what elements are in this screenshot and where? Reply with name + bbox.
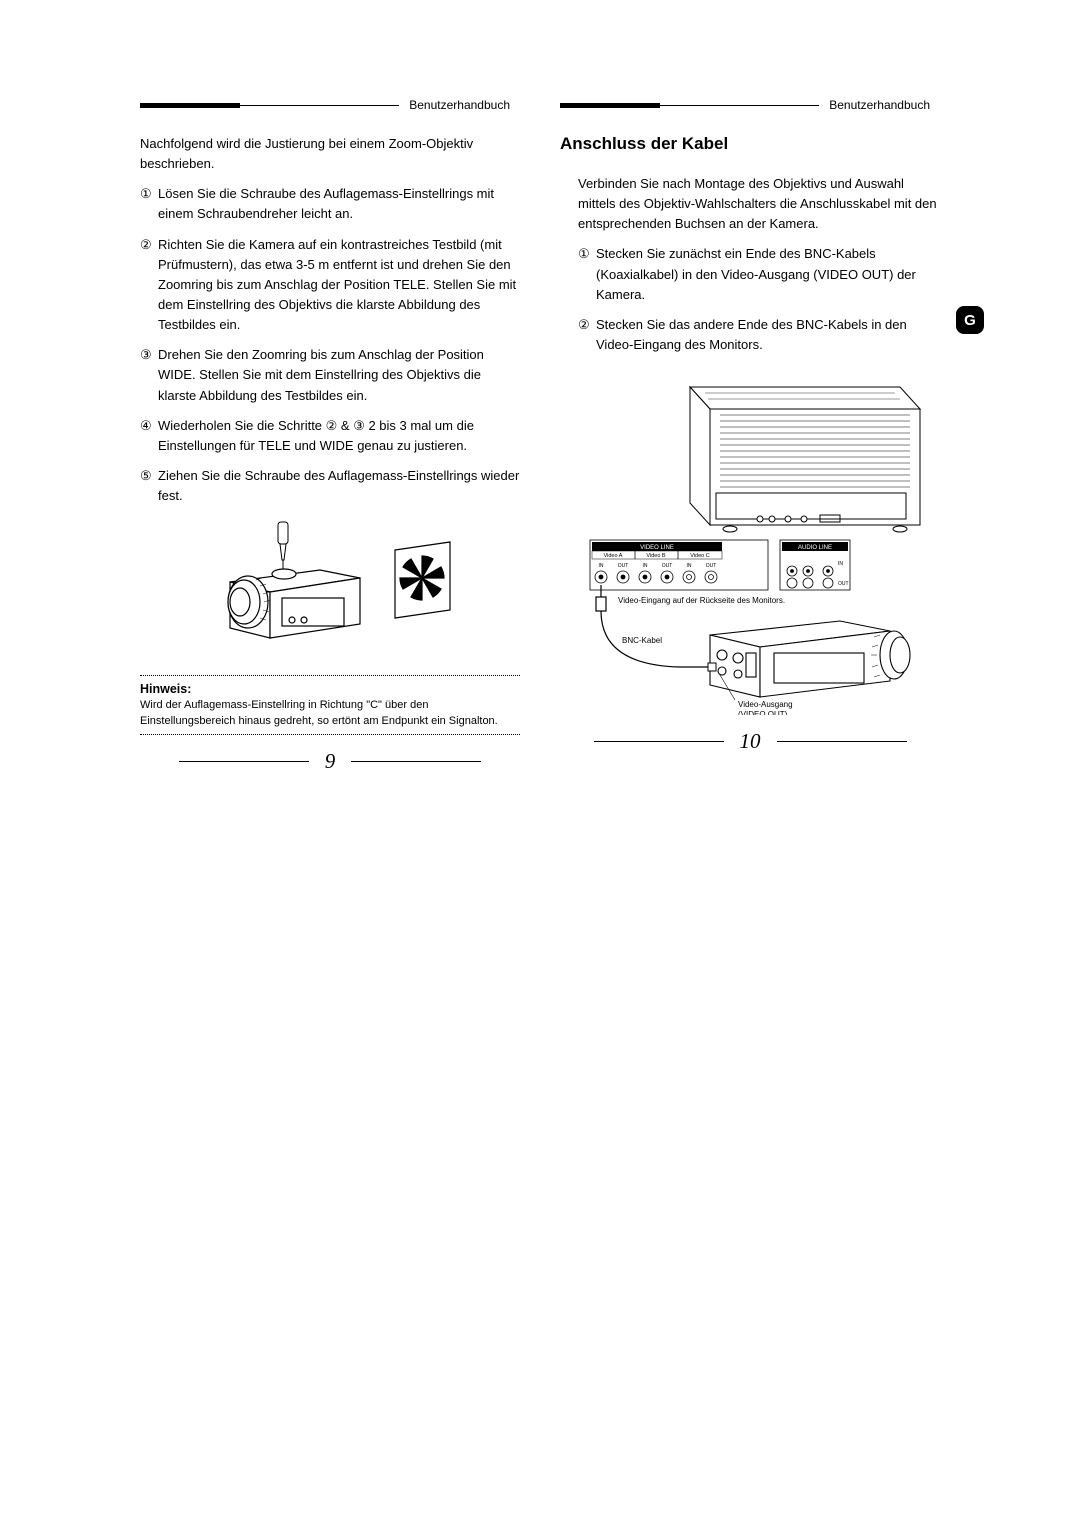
note-body: Wird der Auflagemass-Einstellring in Ric… [140,698,520,730]
intro-left: Nachfolgend wird die Justierung bei eine… [140,134,520,174]
item-text: Stecken Sie das andere Ende des BNC-Kabe… [596,315,940,355]
list-item: ② Richten Sie die Kamera auf ein kontras… [140,235,520,336]
svg-text:OUT: OUT [706,563,717,569]
section-title: Anschluss der Kabel [560,134,940,154]
svg-text:IN: IN [643,563,648,569]
label-video-out2: (VIDEO OUT) [738,710,788,715]
note-title: Hinweis: [140,682,520,696]
header-rule-thick [560,103,660,108]
page-number-left: 9 [309,749,352,774]
item-number: ① [140,184,158,224]
item-number: ② [140,235,158,336]
svg-text:OUT: OUT [618,563,629,569]
intro-right: Verbinden Sie nach Montage des Objektivs… [578,174,940,234]
label-video-out: Video-Ausgang [738,700,793,709]
figure-cable-connection: VIDEO LINE Video A Video B Video C IN OU… [560,375,940,715]
page-footer-right: 10 [560,729,940,754]
svg-text:OUT: OUT [838,581,849,587]
header-line-left: Benutzerhandbuch [140,98,520,112]
page-right: G Benutzerhandbuch Anschluss der Kabel V… [560,98,940,774]
page-left: Benutzerhandbuch Nachfolgend wird die Ju… [140,98,520,774]
item-text: Drehen Sie den Zoomring bis zum Anschlag… [158,345,520,405]
svg-text:Video C: Video C [690,553,709,559]
footer-rule [777,741,907,742]
page-footer-left: 9 [140,749,520,774]
list-item: ① Lösen Sie die Schraube des Auflagemass… [140,184,520,224]
header-line-right: Benutzerhandbuch [560,98,940,112]
svg-text:Video B: Video B [646,553,665,559]
cable-connection-illustration: VIDEO LINE Video A Video B Video C IN OU… [560,375,940,715]
header-rule-thick [140,103,240,108]
panel-audio-line: AUDIO LINE [798,545,832,551]
list-item: ② Stecken Sie das andere Ende des BNC-Ka… [578,315,940,355]
item-number: ③ [140,345,158,405]
page-number-right: 10 [724,729,777,754]
list-item: ① Stecken Sie zunächst ein Ende des BNC-… [578,244,940,304]
svg-text:Video A: Video A [604,553,623,559]
header-rule-thin [660,105,819,106]
camera-adjustment-illustration [200,520,460,660]
dotted-rule [140,734,520,735]
figure-camera-adjustment [140,520,520,665]
footer-rule [594,741,724,742]
item-number: ② [578,315,596,355]
dotted-rule [140,675,520,676]
item-text: Stecken Sie zunächst ein Ende des BNC-Ka… [596,244,940,304]
item-text: Lösen Sie die Schraube des Auflagemass-E… [158,184,520,224]
item-text: Ziehen Sie die Schraube des Auflagemass-… [158,466,520,506]
item-number: ④ [140,416,158,456]
label-monitor-back: Video-Eingang auf der Rückseite des Moni… [618,596,785,605]
language-tab-g: G [956,306,984,334]
item-number: ⑤ [140,466,158,506]
list-item: ③ Drehen Sie den Zoomring bis zum Anschl… [140,345,520,405]
list-item: ④ Wiederholen Sie die Schritte ② & ③ 2 b… [140,416,520,456]
header-label-right: Benutzerhandbuch [819,98,940,112]
item-text: Wiederholen Sie die Schritte ② & ③ 2 bis… [158,416,520,456]
svg-text:IN: IN [599,563,604,569]
svg-text:IN: IN [687,563,692,569]
footer-rule [351,761,481,762]
label-bnc-cable: BNC-Kabel [622,636,662,645]
footer-rule [179,761,309,762]
header-rule-thin [240,105,399,106]
panel-video-line: VIDEO LINE [640,545,674,551]
item-number: ① [578,244,596,304]
svg-text:OUT: OUT [662,563,673,569]
list-item: ⑤ Ziehen Sie die Schraube des Auflagemas… [140,466,520,506]
header-label-left: Benutzerhandbuch [399,98,520,112]
svg-text:IN: IN [838,561,843,567]
item-text: Richten Sie die Kamera auf ein kontrastr… [158,235,520,336]
